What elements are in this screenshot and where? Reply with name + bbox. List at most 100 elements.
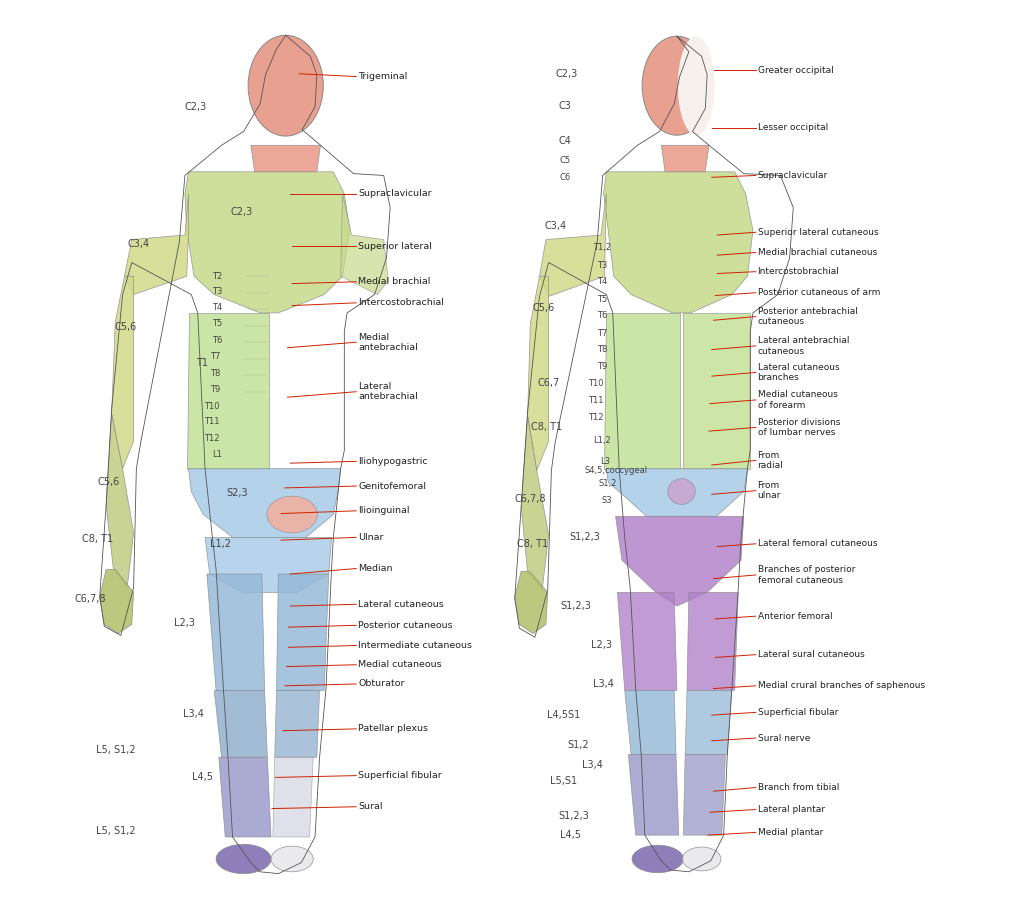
Text: Anterior femoral: Anterior femoral [758,612,833,620]
Text: T1,2: T1,2 [593,244,611,253]
Text: L3: L3 [600,457,610,466]
Polygon shape [603,312,680,469]
Ellipse shape [678,36,715,135]
Ellipse shape [668,479,695,505]
Text: Medial brachial cutaneous: Medial brachial cutaneous [758,248,877,257]
Text: Posterior cutaneous of arm: Posterior cutaneous of arm [758,289,880,297]
Polygon shape [515,572,548,633]
Text: T8: T8 [597,345,607,354]
Text: T1: T1 [197,358,208,369]
Text: C2,3: C2,3 [184,102,207,112]
Text: Ilioinguinal: Ilioinguinal [358,506,410,516]
Text: L1,2: L1,2 [210,539,231,549]
Text: C8, T1: C8, T1 [531,422,562,432]
Text: C3: C3 [559,101,571,111]
Text: T2: T2 [212,272,222,281]
Polygon shape [207,574,264,690]
Text: L4,5: L4,5 [191,772,213,781]
Text: S1,2,3: S1,2,3 [561,601,592,611]
Text: T12: T12 [589,413,604,422]
Text: L1,2: L1,2 [593,436,610,445]
Text: Medial plantar: Medial plantar [758,828,823,837]
Polygon shape [219,757,271,837]
Text: L5,S1: L5,S1 [550,776,577,786]
Text: L4,5S1: L4,5S1 [547,710,580,720]
Text: Medial cutaneous
of forearm: Medial cutaneous of forearm [758,391,838,410]
Text: T9: T9 [597,362,607,371]
Text: Trigeminal: Trigeminal [358,72,408,81]
Polygon shape [625,690,676,754]
Text: S1,2,3: S1,2,3 [559,811,590,821]
Text: T7: T7 [597,329,607,337]
Text: Medial crural branches of saphenous: Medial crural branches of saphenous [758,681,925,690]
Text: Lateral cutaneous: Lateral cutaneous [358,600,443,608]
Text: Medial
antebrachial: Medial antebrachial [358,333,418,352]
Polygon shape [683,754,725,835]
Polygon shape [540,194,606,297]
Polygon shape [527,277,549,471]
Text: T10: T10 [589,379,604,388]
Text: Branch from tibial: Branch from tibial [758,783,839,792]
Text: L3,4: L3,4 [583,760,603,769]
Polygon shape [603,172,753,312]
Text: Sural nerve: Sural nerve [758,733,810,743]
Text: From
radial: From radial [758,450,783,471]
Text: S1,2: S1,2 [598,479,616,488]
Polygon shape [185,172,350,312]
Polygon shape [685,690,732,754]
Text: C6,7,8: C6,7,8 [515,494,546,504]
Text: C8, T1: C8, T1 [516,539,548,549]
Text: Patellar plexus: Patellar plexus [358,724,428,733]
Text: T10: T10 [204,402,219,411]
Text: L3,4: L3,4 [593,679,614,689]
Text: L1: L1 [212,450,222,460]
Text: Intercostobrachial: Intercostobrachial [358,299,444,307]
Polygon shape [125,194,188,295]
Text: Ulnar: Ulnar [358,533,384,542]
Text: From
ulnar: From ulnar [758,481,781,500]
Ellipse shape [682,847,721,871]
Text: L2,3: L2,3 [591,640,612,650]
Text: C5,6: C5,6 [97,477,120,487]
Text: Intermediate cutaneous: Intermediate cutaneous [358,641,472,650]
Text: Lateral cutaneous
branches: Lateral cutaneous branches [758,363,840,382]
Text: Medial cutaneous: Medial cutaneous [358,660,441,669]
Text: Lateral plantar: Lateral plantar [758,805,824,814]
Text: T9: T9 [210,385,220,394]
Text: S3: S3 [602,496,612,505]
Text: Superficial fibular: Superficial fibular [758,708,838,717]
Ellipse shape [642,36,712,135]
Polygon shape [188,469,341,538]
Text: L4,5: L4,5 [560,830,582,840]
Text: Median: Median [358,564,392,573]
Text: T4: T4 [597,278,607,286]
Text: L5, S1,2: L5, S1,2 [96,745,136,754]
Text: Posterior antebrachial
cutaneous: Posterior antebrachial cutaneous [758,307,857,326]
Text: Superior lateral: Superior lateral [358,242,432,251]
Text: C8, T1: C8, T1 [82,534,114,544]
Polygon shape [99,570,133,633]
Text: Medial brachial: Medial brachial [358,278,430,286]
Text: Supraclavicular: Supraclavicular [358,189,432,199]
Ellipse shape [271,846,313,872]
Polygon shape [341,194,388,295]
Text: Greater occipital: Greater occipital [758,65,834,74]
Polygon shape [205,538,332,593]
Text: Superficial fibular: Superficial fibular [358,771,441,780]
Text: S1,2: S1,2 [567,741,589,750]
Polygon shape [606,469,748,516]
Text: T8: T8 [210,369,220,378]
Text: T3: T3 [212,288,222,296]
Text: C5,6: C5,6 [532,303,555,313]
Text: T7: T7 [210,352,220,361]
Text: S1,2,3: S1,2,3 [570,532,601,542]
Text: S4,5,coccygeal: S4,5,coccygeal [585,466,648,475]
Text: Superior lateral cutaneous: Superior lateral cutaneous [758,228,879,237]
Ellipse shape [216,845,271,874]
Text: T6: T6 [597,312,607,320]
Text: T4: T4 [212,303,222,312]
Polygon shape [662,145,709,172]
Text: S2,3: S2,3 [226,488,248,498]
Text: T5: T5 [597,295,607,303]
Text: C3,4: C3,4 [127,239,150,249]
